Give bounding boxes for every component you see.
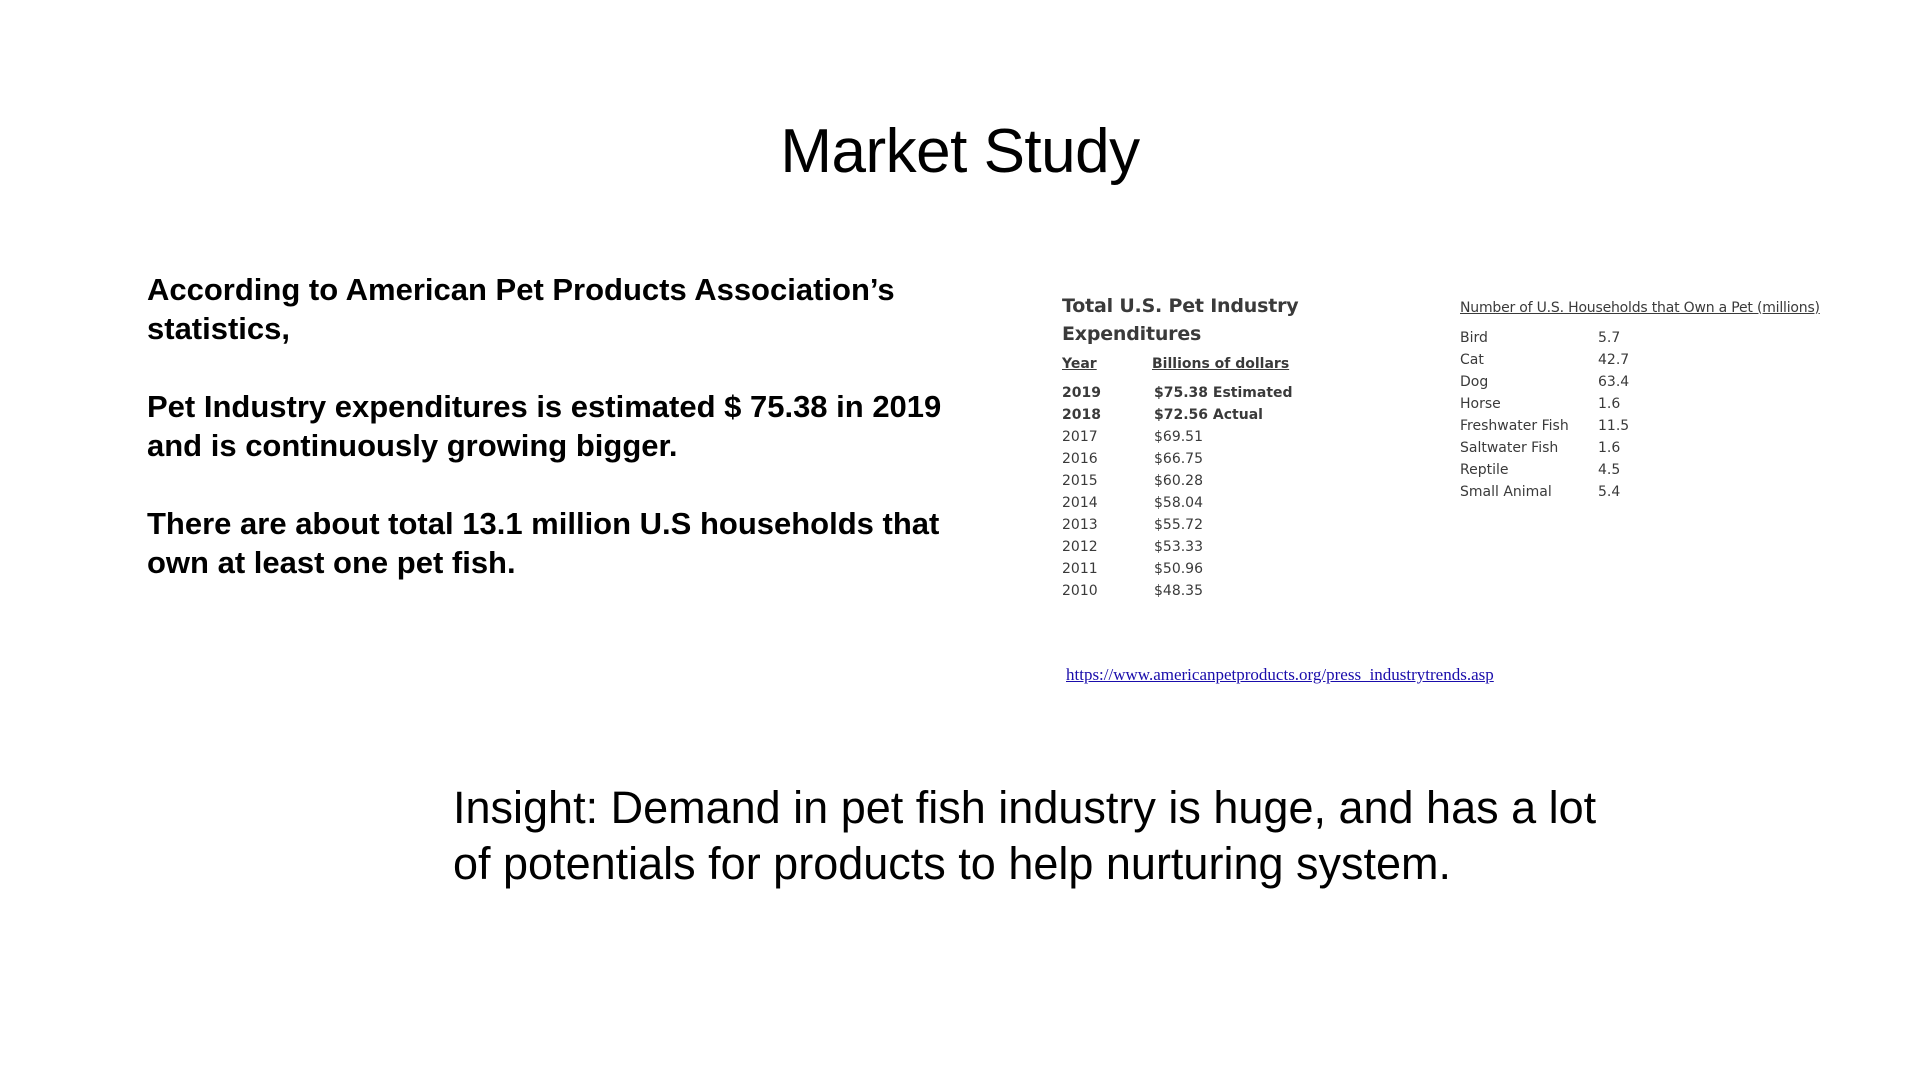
table-row: Small Animal 5.4	[1460, 481, 1840, 503]
pet-cell: Reptile	[1460, 462, 1509, 478]
table-row: 2010 $48.35	[1062, 580, 1422, 602]
table-row: 2011 $50.96	[1062, 558, 1422, 580]
pet-cell: Bird	[1460, 330, 1488, 346]
year-cell: 2010	[1062, 583, 1098, 599]
pet-cell: Freshwater Fish	[1460, 418, 1569, 434]
value-cell: $53.33	[1154, 539, 1203, 555]
year-cell: 2013	[1062, 517, 1098, 533]
year-cell: 2014	[1062, 495, 1098, 511]
year-cell: 2015	[1062, 473, 1098, 489]
source-link[interactable]: https://www.americanpetproducts.org/pres…	[1066, 665, 1494, 684]
table-row: 2018 $72.56 Actual	[1062, 404, 1422, 426]
table-row: 2015 $60.28	[1062, 470, 1422, 492]
value-cell: $75.38 Estimated	[1154, 385, 1293, 401]
pet-cell: Cat	[1460, 352, 1484, 368]
value-cell: $58.04	[1154, 495, 1203, 511]
left-text-block: According to American Pet Products Assoc…	[147, 270, 947, 621]
value-cell: $48.35	[1154, 583, 1203, 599]
value-cell: $55.72	[1154, 517, 1203, 533]
year-cell: 2018	[1062, 407, 1101, 423]
table-row: Reptile 4.5	[1460, 459, 1840, 481]
table-row: Dog 63.4	[1460, 371, 1840, 393]
expenditures-table-title: Total U.S. Pet Industry Expenditures	[1062, 295, 1299, 345]
table-row: 2016 $66.75	[1062, 448, 1422, 470]
table-row: Horse 1.6	[1460, 393, 1840, 415]
pet-cell: Dog	[1460, 374, 1489, 390]
count-cell: 11.5	[1598, 418, 1630, 434]
pet-cell: Small Animal	[1460, 484, 1552, 500]
table-row: Freshwater Fish 11.5	[1460, 415, 1840, 437]
value-cell: $72.56 Actual	[1154, 407, 1263, 423]
count-cell: 5.7	[1598, 330, 1621, 346]
value-column-header: Billions of dollars	[1152, 356, 1290, 372]
count-cell: 5.4	[1598, 484, 1621, 500]
table-row: 2019 $75.38 Estimated	[1062, 382, 1422, 404]
table-row: Cat 42.7	[1460, 349, 1840, 371]
expenditures-table-header: Year Billions of dollars	[1062, 354, 1422, 374]
pet-cell: Horse	[1460, 396, 1501, 412]
expenditures-table: Total U.S. Pet Industry Expenditures Yea…	[1062, 292, 1422, 602]
pet-cell: Saltwater Fish	[1460, 440, 1559, 456]
value-cell: $60.28	[1154, 473, 1203, 489]
count-cell: 4.5	[1598, 462, 1621, 478]
table-row: 2014 $58.04	[1062, 492, 1422, 514]
table-row: 2017 $69.51	[1062, 426, 1422, 448]
year-column-header: Year	[1062, 356, 1097, 372]
count-cell: 1.6	[1598, 440, 1621, 456]
table-row: Saltwater Fish 1.6	[1460, 437, 1840, 459]
expenditure-paragraph: Pet Industry expenditures is estimated $…	[147, 389, 942, 463]
table-row: 2012 $53.33	[1062, 536, 1422, 558]
count-cell: 1.6	[1598, 396, 1621, 412]
count-cell: 42.7	[1598, 352, 1630, 368]
value-cell: $66.75	[1154, 451, 1203, 467]
count-cell: 63.4	[1598, 374, 1630, 390]
slide-title: Market Study	[780, 117, 1140, 186]
year-cell: 2019	[1062, 385, 1101, 401]
households-table: Number of U.S. Households that Own a Pet…	[1460, 297, 1840, 503]
intro-paragraph: According to American Pet Products Assoc…	[147, 272, 895, 346]
year-cell: 2011	[1062, 561, 1098, 577]
value-cell: $50.96	[1154, 561, 1203, 577]
year-cell: 2017	[1062, 429, 1098, 445]
year-cell: 2016	[1062, 451, 1098, 467]
insight-text: Insight: Demand in pet fish industry is …	[453, 782, 1597, 889]
value-cell: $69.51	[1154, 429, 1203, 445]
table-row: 2013 $55.72	[1062, 514, 1422, 536]
households-table-title: Number of U.S. Households that Own a Pet…	[1460, 300, 1820, 316]
year-cell: 2012	[1062, 539, 1098, 555]
fish-households-paragraph: There are about total 13.1 million U.S h…	[147, 506, 940, 580]
table-row: Bird 5.7	[1460, 327, 1840, 349]
